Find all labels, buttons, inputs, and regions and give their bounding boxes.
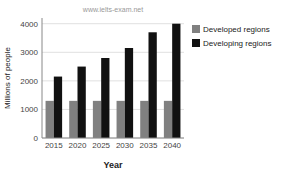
y-axis-label: Millions of people (3, 47, 12, 109)
bar (164, 101, 172, 138)
y-tick-label: 4000 (20, 20, 38, 29)
y-tick-label: 3000 (20, 48, 38, 57)
grid-line (42, 109, 184, 110)
bar (125, 48, 133, 138)
legend: Developed regions Developing regions (192, 25, 272, 48)
legend-label: Developed regions (203, 25, 270, 34)
x-tick-label: 2025 (92, 141, 110, 150)
bar (140, 101, 148, 138)
x-tick-label: 2020 (69, 141, 87, 150)
bar (172, 24, 180, 138)
y-axis-line (42, 18, 43, 138)
bar (54, 77, 62, 138)
grid-line (42, 23, 184, 24)
x-axis-line (42, 138, 184, 139)
bar (78, 67, 86, 138)
x-axis-label: Year (103, 160, 123, 170)
bar (69, 101, 77, 138)
x-tick-label: 2030 (116, 141, 134, 150)
bar (101, 58, 109, 138)
y-tick-label: 0 (34, 134, 39, 143)
x-tick-label: 2015 (45, 141, 63, 150)
grid (42, 24, 184, 138)
bar (149, 32, 157, 138)
legend-swatch (192, 39, 200, 47)
chart-container: 0 1000 2000 3000 4000 2015 2020 2025 2030 2035 204… (0, 0, 290, 174)
annotation: www.ielts-exam.net (82, 6, 143, 13)
grid-line (42, 138, 184, 139)
chart: 0 1000 2000 3000 4000 2015 2020 2025 2030 2035 204… (0, 0, 290, 174)
y-tick-label: 2000 (20, 77, 38, 86)
y-tick-label: 1000 (20, 105, 38, 114)
legend-label: Developing regions (203, 39, 272, 48)
x-tick-label: 2035 (140, 141, 158, 150)
legend-swatch (192, 25, 200, 33)
bar (46, 101, 54, 138)
bar (117, 101, 125, 138)
grid-line (42, 80, 184, 81)
grid-line (42, 52, 184, 53)
bars (46, 24, 181, 138)
x-tick-label: 2040 (163, 141, 181, 150)
bar (93, 101, 101, 138)
